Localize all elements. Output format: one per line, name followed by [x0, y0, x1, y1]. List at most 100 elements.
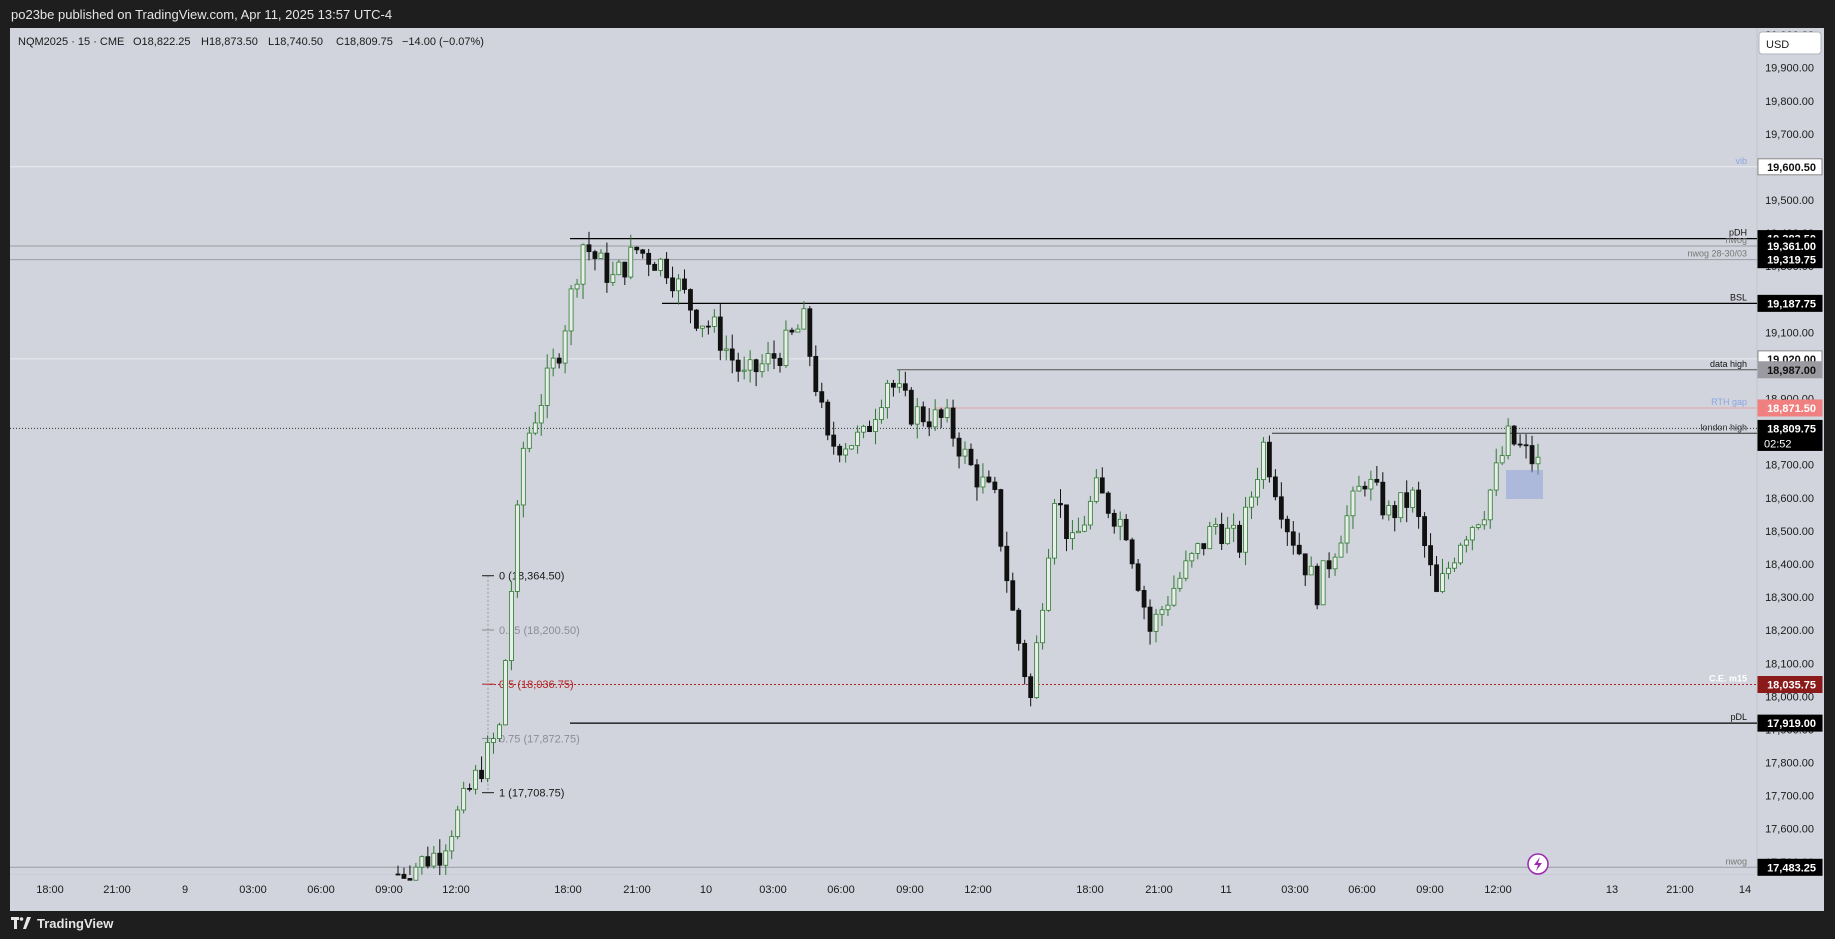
candle-body: [980, 476, 986, 488]
candle-body: [825, 401, 831, 436]
candle-body: [873, 419, 878, 433]
candle-body: [717, 316, 723, 351]
price-tag: [1757, 251, 1823, 269]
candle-body: [1511, 425, 1517, 445]
candle-body: [920, 406, 926, 423]
candle-body: [1481, 519, 1487, 526]
candle-body: [550, 357, 556, 369]
candle-body: [1022, 643, 1028, 678]
level-label: nwog: [1725, 856, 1747, 866]
candle-body: [1380, 481, 1386, 516]
candle-body: [1058, 503, 1063, 506]
x-tick-label: 12:00: [964, 884, 992, 896]
candle-body: [1428, 545, 1433, 566]
price-tag-label: 18,035.75: [1767, 680, 1816, 692]
fib-level-label: 0.25 (18,200.50): [499, 625, 580, 637]
publisher-line: po23be published on TradingView.com, Apr…: [11, 7, 393, 22]
candle-body: [867, 425, 872, 433]
fib-level-label: 0 (18,364.50): [499, 571, 564, 583]
candle-body: [789, 329, 795, 333]
level-label: C.E. m15: [1709, 674, 1747, 684]
candle-body: [1362, 485, 1368, 490]
candle-body: [765, 353, 771, 365]
candle-body: [795, 328, 801, 333]
candle-body: [688, 289, 693, 311]
candle-body: [526, 432, 532, 449]
y-tick-label: 18,100.00: [1765, 658, 1814, 670]
candle-body: [1422, 516, 1427, 547]
price-tag: [1757, 158, 1823, 176]
y-tick-label: 19,500.00: [1765, 195, 1814, 207]
y-tick-label: 19,800.00: [1765, 96, 1814, 108]
candle-body: [1290, 531, 1296, 546]
level-label: nwog: [1725, 235, 1747, 245]
candle-body: [1147, 606, 1153, 632]
candle-body: [580, 244, 586, 285]
price-tag: [1757, 858, 1823, 876]
candle-body: [1314, 565, 1320, 606]
candle-body: [1093, 477, 1099, 502]
candle-body: [1207, 526, 1213, 550]
candle-body: [1249, 496, 1254, 508]
price-tag-label: 19,187.75: [1767, 298, 1816, 310]
candle-body: [1302, 553, 1308, 576]
highlight-box[interactable]: [1506, 470, 1543, 499]
chart-area[interactable]: [10, 28, 1757, 875]
candle-body: [598, 252, 604, 259]
candle-body: [1446, 567, 1451, 575]
candle-body: [1296, 544, 1302, 555]
candle-body: [682, 278, 687, 290]
candle-body: [1404, 492, 1410, 508]
y-tick-label: 18,400.00: [1765, 559, 1814, 571]
candle-body: [1070, 532, 1075, 540]
y-tick-label: 19,700.00: [1765, 129, 1814, 141]
candle-body: [1117, 518, 1123, 527]
candle-body: [1487, 489, 1493, 521]
candle-body: [1087, 500, 1093, 526]
candle-body: [902, 383, 908, 391]
y-tick-label: 18,000.00: [1765, 691, 1814, 703]
candle-body: [437, 852, 443, 866]
candle-body: [467, 788, 473, 790]
candle-body: [1368, 478, 1374, 490]
x-tick-label: 18:00: [36, 884, 64, 896]
candle-body: [1267, 441, 1272, 478]
candle-body: [1284, 518, 1290, 533]
candle-body: [568, 288, 574, 332]
candle-body: [1326, 560, 1332, 570]
candle-body: [449, 836, 455, 852]
fib-level-label: 0.5 (18,036.75): [499, 679, 574, 691]
level-label: pDL: [1730, 712, 1747, 722]
candle-body: [1123, 518, 1129, 541]
price-tag-label: 18,987.00: [1767, 365, 1816, 377]
candle-body: [998, 489, 1004, 547]
candle-body: [1517, 443, 1523, 446]
level-label: BSL: [1730, 292, 1747, 302]
candle-body: [1332, 556, 1338, 570]
candle-body: [1308, 565, 1314, 576]
currency-button[interactable]: [1758, 31, 1822, 55]
candle-body: [610, 274, 616, 283]
footer-bar: TradingView: [0, 911, 1835, 939]
candle-body: [1189, 553, 1195, 562]
x-tick-label: 21:00: [1666, 884, 1694, 896]
tradingview-brand[interactable]: TradingView: [11, 916, 113, 931]
candle-body: [1165, 604, 1171, 611]
candle-body: [807, 308, 813, 357]
price-axis[interactable]: [1757, 28, 1824, 875]
candle-body: [1243, 506, 1248, 553]
candle-body: [729, 348, 735, 361]
candle-body: [962, 448, 968, 457]
candle-body: [992, 481, 998, 490]
x-tick-label: 03:00: [1281, 884, 1309, 896]
price-tag-label: 18,809.75: [1767, 423, 1816, 435]
time-axis[interactable]: [10, 875, 1824, 911]
candle-body: [831, 434, 837, 447]
price-chart[interactable]: 17,500.0017,600.0017,700.0017,800.0017,9…: [0, 0, 1835, 911]
candle-body: [520, 447, 526, 506]
candle-body: [849, 445, 855, 450]
header-high: H18,873.50: [201, 36, 258, 48]
candle-body: [1225, 527, 1231, 545]
x-tick-label: 9: [182, 884, 188, 896]
candle-body: [574, 283, 580, 290]
